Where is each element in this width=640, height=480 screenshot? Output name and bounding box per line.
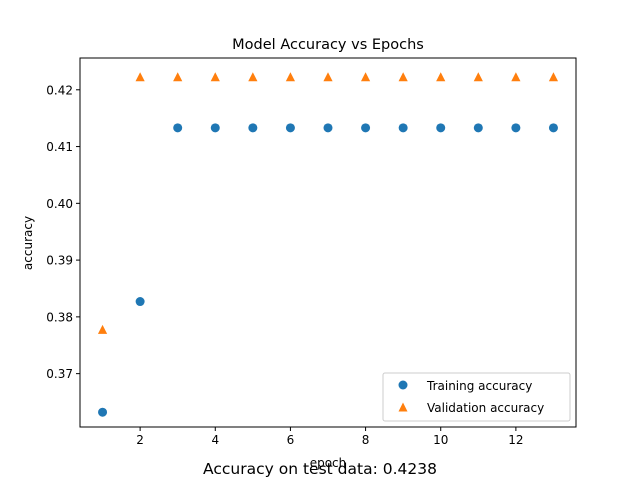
- x-tick-label: 10: [433, 433, 448, 447]
- x-tick-label: 4: [211, 433, 219, 447]
- legend-label-training: Training accuracy: [426, 379, 532, 393]
- legend-label-validation: Validation accuracy: [427, 401, 544, 415]
- y-tick-label: 0.38: [46, 310, 73, 324]
- y-tick-label: 0.40: [46, 197, 73, 211]
- validation-accuracy-point: [323, 72, 333, 82]
- training-accuracy-point: [511, 123, 521, 133]
- test-accuracy-text: Accuracy on test data: 0.4238: [203, 460, 437, 478]
- y-tick-label: 0.42: [46, 83, 73, 97]
- validation-accuracy-point: [548, 72, 559, 82]
- training-accuracy-point: [548, 123, 558, 133]
- training-accuracy-point: [135, 297, 145, 307]
- validation-accuracy-point: [360, 72, 371, 82]
- x-tick-label: 8: [362, 433, 370, 447]
- validation-accuracy-point: [511, 72, 521, 82]
- x-tick-label: 6: [287, 433, 295, 447]
- validation-accuracy-point: [248, 72, 258, 82]
- x-tick-label: 12: [508, 433, 523, 447]
- y-tick-label: 0.39: [46, 254, 73, 268]
- legend-marker-training: [398, 380, 408, 390]
- plot-area-frame: [79, 57, 577, 428]
- training-accuracy-point: [436, 123, 446, 133]
- legend: Training accuracy Validation accuracy: [382, 372, 571, 422]
- validation-accuracy-point: [436, 72, 446, 82]
- validation-accuracy-point: [473, 72, 483, 82]
- validation-accuracy-point: [97, 324, 108, 334]
- training-accuracy-point: [398, 123, 408, 133]
- training-accuracy-point: [323, 123, 333, 133]
- validation-accuracy-point: [173, 72, 183, 82]
- training-accuracy-point: [173, 123, 183, 133]
- validation-accuracy-point: [210, 72, 220, 82]
- y-tick-label: 0.37: [46, 367, 73, 381]
- validation-accuracy-point: [135, 72, 145, 82]
- legend-box: [382, 372, 571, 422]
- x-axis-label: epoch: [310, 456, 347, 470]
- data-marks: [97, 72, 559, 417]
- training-accuracy-point: [248, 123, 258, 133]
- x-axis-ticks: 2 4 6 8 10 12: [136, 427, 524, 447]
- training-accuracy-point: [473, 123, 483, 133]
- legend-marker-validation: [398, 402, 408, 412]
- y-axis-ticks: 0.37 0.38 0.39 0.40 0.41 0.42: [46, 83, 80, 381]
- chart-title: Model Accuracy vs Epochs: [232, 37, 424, 53]
- training-accuracy-point: [210, 123, 220, 133]
- y-tick-label: 0.41: [46, 140, 73, 154]
- validation-accuracy-point: [285, 72, 296, 82]
- training-accuracy-point: [98, 407, 108, 417]
- training-accuracy-point: [361, 123, 371, 133]
- y-axis-label: accuracy: [21, 216, 35, 270]
- training-accuracy-point: [285, 123, 295, 133]
- validation-accuracy-point: [398, 72, 408, 82]
- x-tick-label: 2: [136, 433, 144, 447]
